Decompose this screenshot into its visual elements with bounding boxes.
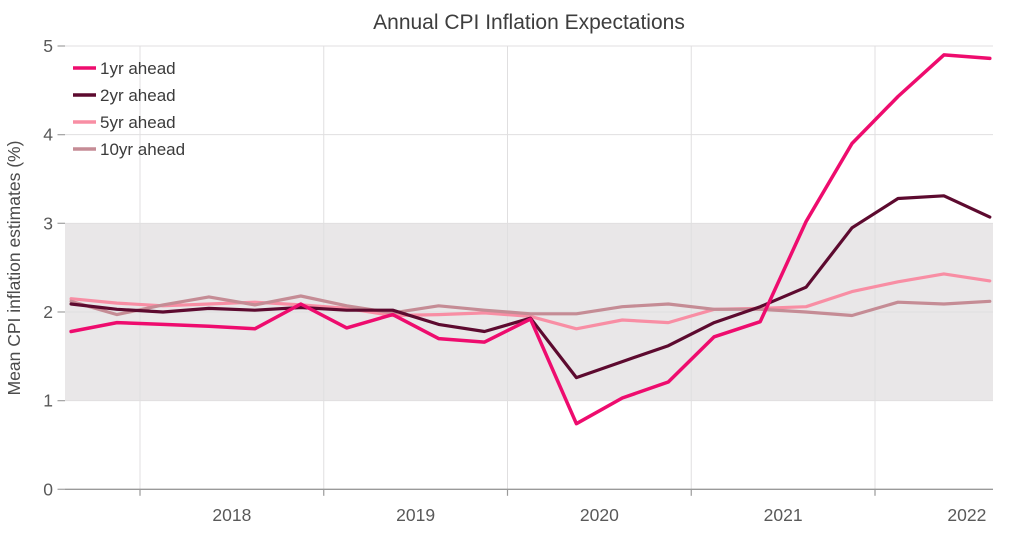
- y-tick-label-2: 2: [43, 302, 53, 322]
- x-tick-label-2018: 2018: [212, 505, 251, 525]
- y-axis-label: Mean CPI inflation estimates (%): [4, 141, 24, 396]
- legend-label-10yr-ahead: 10yr ahead: [100, 140, 185, 159]
- y-tick-label-4: 4: [43, 125, 53, 145]
- legend-label-1yr-ahead: 1yr ahead: [100, 59, 176, 78]
- y-tick-label-0: 0: [43, 479, 53, 499]
- y-tick-label-5: 5: [43, 36, 53, 56]
- legend-label-5yr-ahead: 5yr ahead: [100, 113, 176, 132]
- legend-label-2yr-ahead: 2yr ahead: [100, 86, 176, 105]
- x-tick-label-2021: 2021: [764, 505, 803, 525]
- x-tick-label-2020: 2020: [580, 505, 619, 525]
- y-tick-label-1: 1: [43, 391, 53, 411]
- y-tick-label-3: 3: [43, 213, 53, 233]
- legend: 1yr ahead 2yr ahead 5yr ahead 10yr ahead: [73, 59, 185, 159]
- plot-area-group: 2018 2019 2020 2021 2022 0 1 2 3 4 5 1yr ahead 2yr a…: [43, 36, 993, 525]
- legend-item-1yr-ahead: 1yr ahead: [73, 59, 176, 78]
- chart-title: Annual CPI Inflation Expectations: [373, 11, 685, 34]
- legend-item-5yr-ahead: 5yr ahead: [73, 113, 176, 132]
- series-line-1yr-ahead: [69, 53, 992, 426]
- series-line-5yr-ahead: [69, 272, 992, 331]
- x-tick-label-2019: 2019: [396, 505, 435, 525]
- series-line-10yr-ahead: [69, 294, 992, 318]
- legend-item-2yr-ahead: 2yr ahead: [73, 86, 176, 105]
- legend-item-10yr-ahead: 10yr ahead: [73, 140, 185, 159]
- x-tick-label-2022: 2022: [947, 505, 986, 525]
